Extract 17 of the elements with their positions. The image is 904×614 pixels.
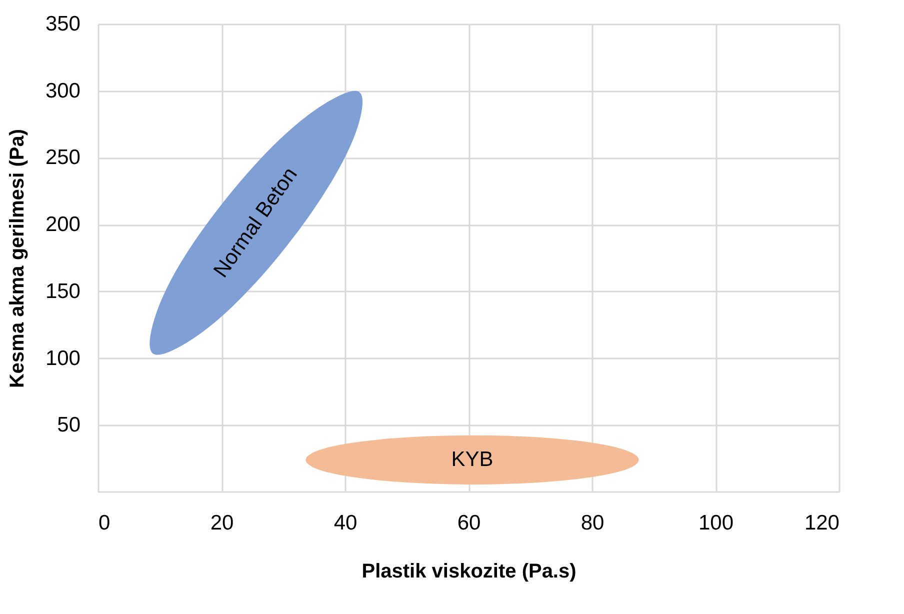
y-tick-label: 100 bbox=[45, 346, 80, 370]
series-label: KYB bbox=[451, 448, 494, 471]
x-tick-label: 80 bbox=[580, 512, 604, 534]
y-tick-label: 300 bbox=[45, 79, 80, 102]
y-axis-title: Kesma akma gerilmesi (Pa) bbox=[6, 128, 28, 388]
y-tick-label: 200 bbox=[45, 213, 80, 236]
y-tick-label: 250 bbox=[45, 146, 80, 170]
x-tick-label: 100 bbox=[698, 512, 734, 534]
x-tick-label: 60 bbox=[457, 512, 481, 534]
y-tick-label: 50 bbox=[57, 414, 80, 437]
x-tick-label: 120 bbox=[804, 512, 840, 534]
y-tick-label: 350 bbox=[45, 12, 80, 36]
x-tick-label: 20 bbox=[210, 512, 234, 534]
x-axis-title: Plastik viskozite (Pa.s) bbox=[362, 560, 576, 582]
x-tick-label: 0 bbox=[98, 512, 110, 534]
x-tick-label: 40 bbox=[334, 512, 358, 534]
y-tick-label: 150 bbox=[45, 280, 80, 303]
